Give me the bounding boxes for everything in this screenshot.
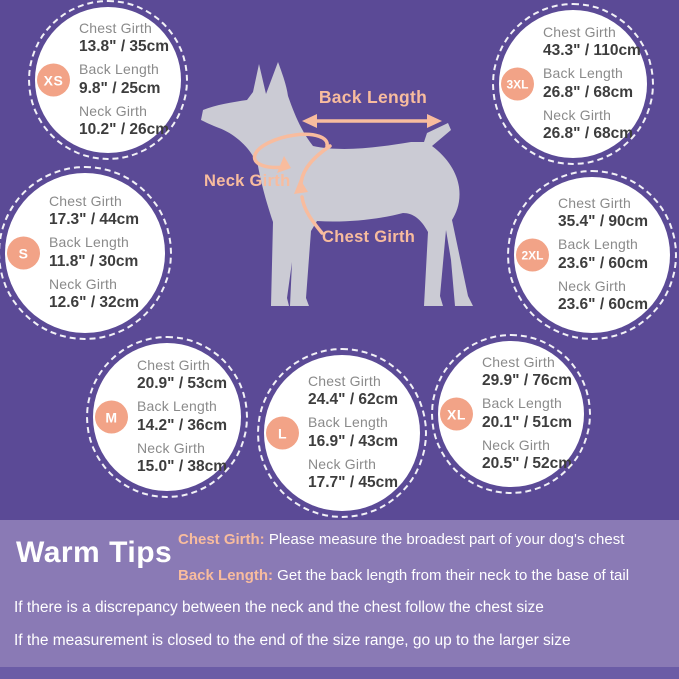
back-length-label: Back Length [318, 87, 428, 107]
measure-value: 20.9" / 53cm [137, 375, 228, 393]
measure-value: 26.8" / 68cm [543, 125, 634, 143]
dog-silhouette-diagram [201, 62, 473, 306]
tip-chest-girth: Chest Girth: Please measure the broadest… [178, 529, 629, 550]
measure-value: 9.8" / 25cm [79, 79, 161, 97]
measure-label: Chest Girth [482, 353, 555, 370]
measure-label: Neck Girth [49, 275, 118, 292]
measure-label: Chest Girth [79, 19, 152, 36]
measure-label: Neck Girth [482, 436, 551, 453]
dog-silhouette [201, 62, 473, 306]
measure-label: Back Length [49, 234, 130, 251]
note-discrepancy: If there is a discrepancy between the ne… [14, 599, 544, 616]
chest-girth-arrow [294, 144, 332, 235]
size-circle-m: M Chest Girth 20.9" / 53cm Back Length 14.… [86, 336, 248, 498]
warm-tips-title: Warm Tips [16, 536, 173, 569]
measure-label: Chest Girth [49, 192, 122, 209]
size-badge-xs: XS [37, 63, 70, 97]
back-length-arrow [302, 114, 442, 128]
measure-label: Neck Girth [79, 102, 148, 119]
measure-value: 29.9" / 76cm [482, 372, 573, 390]
measure-label: Back Length [543, 65, 624, 82]
measure-value: 23.6" / 60cm [558, 254, 649, 272]
measure-label: Back Length [79, 61, 160, 78]
measure-value: 13.8" / 35cm [79, 38, 170, 56]
size-badge-3xl: 3XL [501, 67, 534, 101]
measure-label: Chest Girth [308, 372, 381, 389]
size-circle-3xl: 3XL Chest Girth 43.3" / 110cm Back Length… [492, 3, 654, 165]
measure-label: Back Length [137, 398, 218, 415]
measure-label: Neck Girth [543, 106, 612, 123]
measure-label: Neck Girth [558, 277, 627, 294]
size-circle-xs: XS Chest Girth 13.8" / 35cm Back Length 9.… [28, 0, 188, 160]
measure-label: Back Length [308, 414, 389, 431]
measure-value: 16.9" / 43cm [308, 432, 399, 450]
size-circle-xl: XL Chest Girth 29.9" / 76cm Back Length 20… [431, 334, 591, 494]
measure-value: 17.3" / 44cm [49, 211, 140, 229]
measure-value: 43.3" / 110cm [543, 42, 641, 60]
measure-label: Chest Girth [558, 194, 631, 211]
measure-label: Back Length [558, 236, 639, 253]
measure-value: 35.4" / 90cm [558, 213, 649, 231]
neck-girth-label: Neck Girth [204, 172, 291, 190]
note-size-range: If the measurement is closed to the end … [14, 631, 571, 649]
size-badge-xl: XL [440, 397, 473, 431]
size-circle-s: S Chest Girth 17.3" / 44cm Back Length 11.… [0, 166, 172, 340]
measure-value: 10.2" / 26cm [79, 121, 170, 139]
measure-tips: Chest Girth: Please measure the broadest… [178, 529, 629, 601]
warm-tips-panel: Warm Tips Chest Girth: Please measure th… [0, 520, 679, 667]
size-circle-2xl: 2XL Chest Girth 35.4" / 90cm Back Length 2… [507, 170, 677, 340]
size-badge-s: S [7, 236, 40, 270]
measure-value: 15.0" / 38cm [137, 458, 228, 476]
size-badge-l: L [266, 416, 299, 450]
measure-label: Neck Girth [137, 439, 206, 456]
measure-value: 20.1" / 51cm [482, 413, 573, 431]
measure-label: Neck Girth [308, 455, 377, 472]
measure-value: 17.7" / 45cm [308, 474, 399, 492]
neck-girth-arrow [252, 132, 329, 173]
measure-value: 24.4" / 62cm [308, 391, 399, 409]
size-badge-2xl: 2XL [516, 238, 549, 272]
size-badge-m: M [95, 400, 128, 434]
size-notes: If there is a discrepancy between the ne… [14, 598, 571, 664]
tip-back-length-lead: Back Length: [178, 567, 274, 584]
measure-value: 11.8" / 30cm [49, 252, 139, 270]
size-circle-l: L Chest Girth 24.4" / 62cm Back Length 16.… [257, 348, 427, 518]
measure-value: 12.6" / 32cm [49, 294, 140, 312]
measure-label: Back Length [482, 395, 563, 412]
measure-value: 26.8" / 68cm [543, 83, 634, 101]
bottom-strip [0, 667, 679, 679]
tip-chest-girth-text: Please measure the broadest part of your… [264, 531, 625, 548]
tip-back-length-text: Get the back length from their neck to t… [273, 567, 630, 584]
measure-label: Chest Girth [137, 356, 210, 373]
measure-value: 14.2" / 36cm [137, 416, 228, 434]
measure-value: 20.5" / 52cm [482, 455, 573, 473]
measure-value: 23.6" / 60cm [558, 296, 649, 314]
measure-label: Chest Girth [543, 23, 616, 40]
tip-back-length: Back Length: Get the back length from th… [178, 565, 629, 586]
chest-girth-label: Chest Girth [322, 228, 416, 246]
tip-chest-girth-lead: Chest Girth: [178, 531, 265, 548]
